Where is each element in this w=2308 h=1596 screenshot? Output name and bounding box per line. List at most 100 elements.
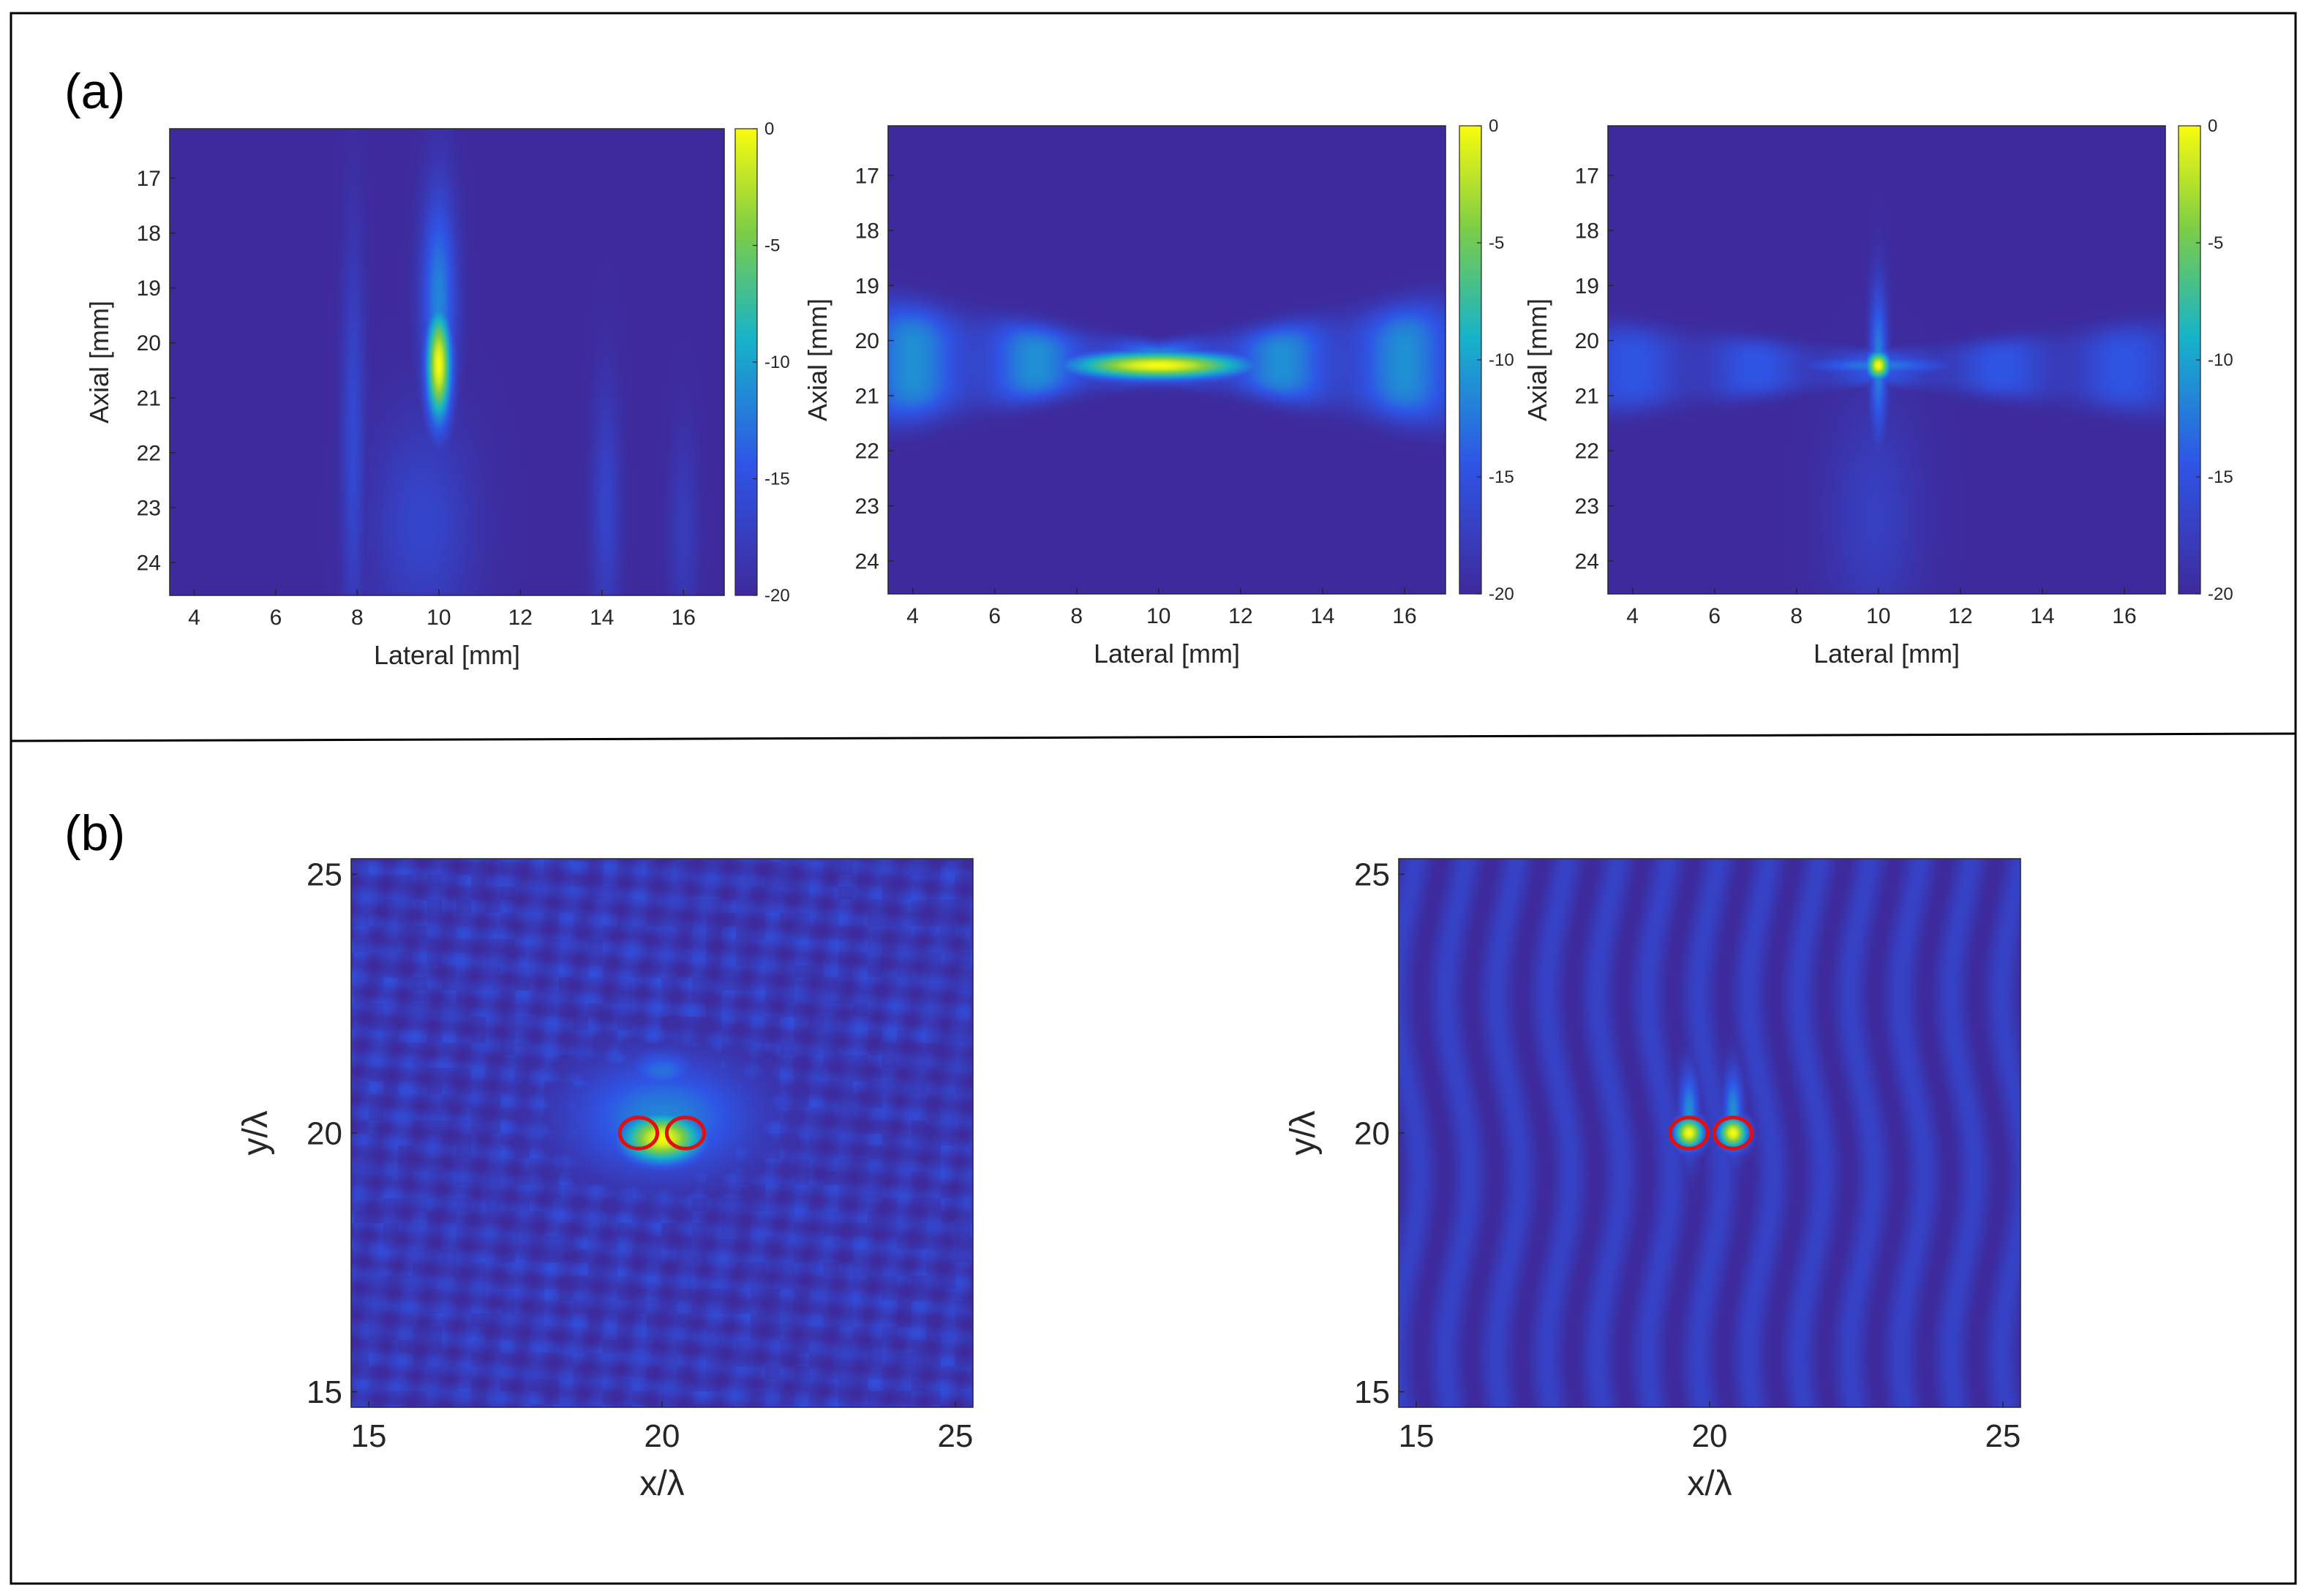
target-marker-ring [1712, 1115, 1754, 1151]
y-tick-label: 17 [137, 167, 161, 191]
heatmap-image-a2 [888, 126, 1446, 594]
figure-frame [10, 12, 2297, 1585]
heatmap-image-a3 [1608, 126, 2165, 594]
x-tick-label: 15 [351, 1418, 387, 1454]
chart-b2: 15 20 25 15 20 25 x/λ y/λ [1284, 857, 2021, 1503]
target-marker-ring [1668, 1115, 1710, 1151]
x-tick-label: 8 [1790, 604, 1803, 628]
x-tick-label: 10 [1866, 604, 1890, 628]
x-tick-label: 14 [1310, 604, 1334, 628]
x-tick-label: 6 [1708, 604, 1721, 628]
x-tick-label: 4 [1626, 604, 1639, 628]
panel-a-label: (a) [64, 64, 125, 119]
y-tick-label: 25 [1354, 857, 1390, 893]
y-axis-title: y/λ [236, 1110, 275, 1155]
x-tick-label: 16 [1392, 604, 1416, 628]
panel-b-label: (b) [64, 805, 125, 861]
colorbar-tick-label: -15 [764, 470, 790, 489]
x-tick-label: 25 [937, 1418, 973, 1454]
colorbar-tick-label: 0 [764, 119, 774, 139]
y-tick-label: 21 [1575, 384, 1599, 408]
y-tick-label: 23 [137, 496, 161, 520]
x-axis-title: x/λ [639, 1464, 684, 1503]
y-axis-title: Axial [mm] [84, 301, 114, 424]
panel-divider [10, 732, 2296, 742]
x-axis-title: Lateral [mm] [1094, 639, 1240, 669]
y-tick-label: 25 [307, 857, 342, 893]
plot-frame [887, 125, 1446, 595]
y-tick-label: 24 [1575, 549, 1599, 573]
y-tick-label: 22 [1575, 440, 1599, 464]
y-tick-label: 20 [1354, 1115, 1390, 1151]
x-tick-label: 12 [508, 606, 533, 630]
colorbar-tick-label: -20 [1489, 584, 1514, 604]
x-tick-label: 6 [988, 604, 1001, 628]
x-tick-label: 16 [2112, 604, 2136, 628]
y-tick-label: 17 [855, 164, 879, 188]
y-tick-label: 19 [137, 276, 161, 301]
plot-frame [1607, 125, 2166, 595]
x-axis-title: Lateral [mm] [374, 640, 520, 670]
colorbar-tick-label: 0 [2208, 116, 2217, 136]
y-tick-label: 18 [1575, 219, 1599, 244]
y-tick-label: 20 [855, 329, 879, 353]
x-tick-label: 25 [1985, 1418, 2021, 1454]
y-tick-label: 22 [855, 440, 879, 464]
x-tick-label: 10 [426, 606, 451, 630]
y-tick-label: 19 [855, 274, 879, 298]
charts-layer: 4 6 8 10 12 14 16 17 18 19 20 21 22 23 24 Lateral [mm] A… [84, 116, 2233, 1503]
x-tick-label: 12 [1948, 604, 1972, 628]
y-tick-label: 20 [307, 1115, 342, 1151]
x-tick-label: 15 [1399, 1418, 1435, 1454]
colorbar-tick-label: -20 [2208, 584, 2233, 604]
y-axis-title: y/λ [1284, 1110, 1323, 1155]
x-tick-label: 14 [2030, 604, 2054, 628]
y-tick-label: 20 [1575, 329, 1599, 353]
x-tick-label: 4 [906, 604, 919, 628]
y-tick-label: 18 [855, 219, 879, 244]
x-tick-label: 6 [270, 606, 282, 630]
y-tick-label: 21 [855, 384, 879, 408]
heatmap-image-b1 [351, 859, 973, 1407]
chart-a3: 4 6 8 10 12 14 16 17 18 19 20 21 22 23 24 Lateral [mm] A… [1522, 116, 2233, 669]
colorbar-tick-label: -5 [764, 236, 780, 256]
chart-a2: 4 6 8 10 12 14 16 17 18 19 20 21 22 23 24 Lateral [mm] A… [802, 116, 1514, 669]
y-axis-title: Axial [mm] [802, 298, 832, 421]
y-tick-label: 24 [855, 549, 879, 573]
y-tick-label: 22 [137, 441, 161, 465]
colorbar-tick-label: -15 [2208, 467, 2233, 487]
x-tick-label: 8 [1070, 604, 1083, 628]
colorbar-tick-label: -10 [2208, 350, 2233, 370]
y-tick-label: 15 [1354, 1374, 1390, 1410]
y-tick-label: 24 [137, 551, 161, 575]
x-tick-label: 8 [351, 606, 364, 630]
colorbar-tick-label: -15 [1489, 467, 1514, 487]
y-tick-label: 23 [1575, 494, 1599, 519]
colorbar-tick-label: -10 [1489, 350, 1514, 370]
y-tick-label: 15 [307, 1374, 342, 1410]
plot-frame [169, 128, 725, 596]
x-tick-label: 20 [644, 1418, 680, 1454]
colorbar-tick-label: -20 [764, 586, 790, 606]
heatmap-image-a1 [170, 129, 724, 595]
x-tick-label: 10 [1146, 604, 1170, 628]
target-marker-ring [617, 1115, 660, 1151]
y-tick-label: 19 [1575, 274, 1599, 298]
x-tick-label: 20 [1692, 1418, 1728, 1454]
x-tick-label: 14 [590, 606, 614, 630]
colorbar-tick-label: -10 [764, 353, 790, 372]
y-tick-label: 21 [137, 386, 161, 410]
y-tick-label: 18 [137, 222, 161, 246]
x-axis-title: x/λ [1687, 1464, 1732, 1503]
x-axis-title: Lateral [mm] [1813, 639, 1960, 669]
y-tick-label: 23 [855, 494, 879, 519]
colorbar-tick-label: -5 [2208, 233, 2223, 253]
colorbar-tick-label: 0 [1489, 116, 1498, 136]
x-tick-label: 12 [1228, 604, 1252, 628]
colorbar-tick-label: -5 [1489, 233, 1504, 253]
y-axis-title: Axial [mm] [1522, 298, 1552, 421]
chart-a1: 4 6 8 10 12 14 16 17 18 19 20 21 22 23 24 Lateral [mm] A… [84, 119, 790, 670]
chart-b1: 15 20 25 15 20 25 x/λ y/λ [236, 857, 974, 1503]
x-tick-label: 4 [188, 606, 200, 630]
